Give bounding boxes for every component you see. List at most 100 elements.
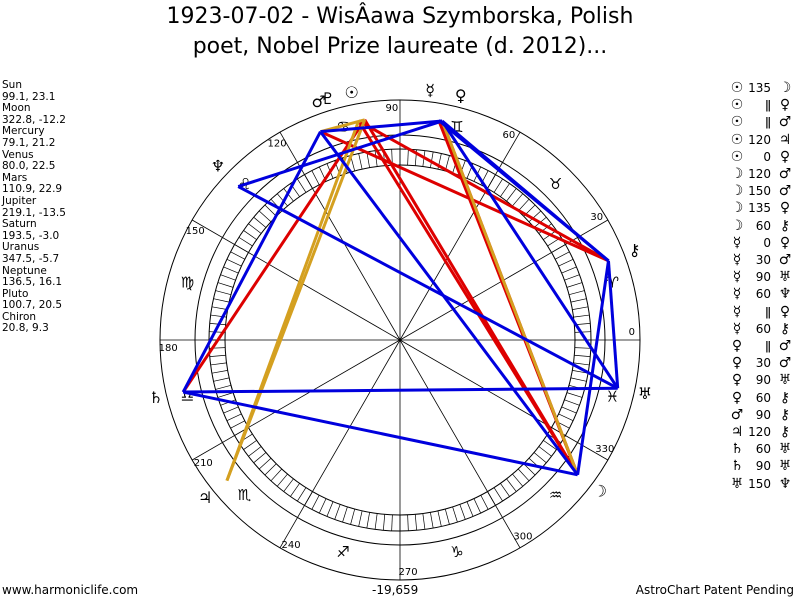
degree-tick bbox=[430, 512, 434, 529]
degree-label: 60 bbox=[503, 130, 516, 141]
aspect-row: ☽ 120 ♂ bbox=[727, 166, 795, 183]
aspect-planet-2-icon: ♂ bbox=[778, 252, 792, 269]
degree-tick bbox=[506, 188, 517, 202]
division-line bbox=[399, 339, 521, 549]
aspect-row: ♀ 60 ⚷ bbox=[727, 390, 795, 407]
degree-tick bbox=[350, 508, 356, 525]
degree-label: 270 bbox=[399, 567, 418, 578]
aspect-line bbox=[237, 119, 443, 188]
aspect-planet-2-icon: ♀ bbox=[779, 234, 791, 251]
planet-values-moon: 322.8, -12.2 bbox=[2, 113, 66, 126]
degree-tick bbox=[437, 510, 442, 527]
aspect-angle: 0 bbox=[763, 149, 771, 164]
aspect-angle: ǁ bbox=[765, 98, 771, 113]
aspect-planet-1-icon: ☿ bbox=[732, 252, 742, 269]
planet-values-pluto: 100.7, 20.5 bbox=[2, 299, 63, 312]
planet-values-saturn: 193.5, -3.0 bbox=[2, 229, 60, 242]
aspect-angle: ǁ bbox=[765, 339, 771, 354]
aspect-planet-1-icon: ☽ bbox=[730, 166, 744, 183]
degree-tick bbox=[466, 501, 474, 517]
degree-tick bbox=[564, 399, 580, 406]
degree-tick bbox=[243, 440, 257, 450]
zodiac-sign-icon: ♍ bbox=[181, 274, 194, 292]
aspect-planet-1-icon: ☉ bbox=[730, 114, 744, 131]
degree-tick bbox=[213, 298, 230, 303]
aspect-row: ☽ 60 ⚷ bbox=[727, 218, 795, 235]
aspect-line bbox=[320, 119, 443, 134]
aspect-angle: 90 bbox=[755, 407, 771, 422]
degree-tick bbox=[558, 258, 574, 267]
planet-name-moon: Moon bbox=[2, 102, 31, 115]
aspect-planet-1-icon: ♀ bbox=[731, 338, 743, 355]
degree-tick bbox=[297, 178, 307, 193]
aspect-angle: 60 bbox=[755, 218, 771, 233]
degree-tick bbox=[574, 331, 591, 333]
planet-values-jupiter: 219.1, -13.5 bbox=[2, 206, 66, 219]
aspect-planet-1-icon: ☿ bbox=[732, 320, 742, 337]
aspect-planet-1-icon: ♂ bbox=[730, 406, 744, 423]
degree-label: 30 bbox=[590, 212, 603, 223]
degree-tick bbox=[452, 506, 458, 523]
degree-tick bbox=[215, 384, 232, 390]
degree-tick bbox=[566, 282, 583, 288]
degree-tick bbox=[564, 274, 580, 281]
degree-tick bbox=[248, 223, 262, 234]
aspect-angle: 30 bbox=[755, 253, 771, 268]
aspect-line bbox=[182, 390, 578, 477]
aspect-angle: 60 bbox=[755, 287, 771, 302]
aspect-angle: 90 bbox=[755, 373, 771, 388]
aspect-planet-1-icon: ♀ bbox=[731, 355, 743, 372]
degree-tick bbox=[444, 508, 450, 525]
planet-mercury-icon: ☿ bbox=[425, 80, 435, 99]
planet-name-mars: Mars bbox=[2, 171, 28, 184]
aspect-line bbox=[181, 118, 366, 393]
degree-tick bbox=[211, 370, 228, 374]
aspect-planet-2-icon: ♂ bbox=[778, 114, 792, 131]
degree-tick bbox=[264, 204, 277, 217]
degree-tick bbox=[570, 377, 587, 382]
aspect-planet-1-icon: ☿ bbox=[732, 269, 742, 286]
zodiac-sign-icon: ♒ bbox=[549, 486, 562, 504]
aspect-angle: 120 bbox=[748, 425, 771, 440]
degree-tick bbox=[473, 498, 482, 514]
degree-label: 330 bbox=[595, 444, 614, 455]
degree-tick bbox=[209, 354, 226, 357]
planet-name-saturn: Saturn bbox=[2, 218, 37, 231]
aspect-row: ☉ ǁ ♂ bbox=[727, 114, 795, 131]
zodiac-sign-icon: ♈ bbox=[606, 274, 619, 292]
zodiac-sign-icon: ♉ bbox=[549, 175, 562, 193]
aspect-planet-1-icon: ♅ bbox=[730, 475, 744, 492]
degree-tick bbox=[342, 506, 348, 523]
degree-tick bbox=[374, 150, 378, 167]
aspect-row: ♀ ǁ ♂ bbox=[727, 338, 795, 355]
aspect-angle: 120 bbox=[748, 167, 771, 182]
planet-values-sun: 99.1, 23.1 bbox=[2, 90, 56, 103]
aspect-angle: 135 bbox=[748, 81, 771, 95]
aspect-row: ♄ 90 ♅ bbox=[727, 458, 795, 475]
aspect-row: ♀ 90 ♅ bbox=[727, 372, 795, 389]
degree-tick bbox=[555, 251, 570, 260]
planet-name-pluto: Pluto bbox=[2, 287, 29, 300]
aspect-row: ☉ 135 ☽ bbox=[727, 80, 795, 97]
aspect-planet-2-icon: ♂ bbox=[778, 338, 792, 355]
aspect-angle: 135 bbox=[748, 201, 771, 216]
degree-tick bbox=[243, 230, 257, 240]
aspect-planet-2-icon: ♆ bbox=[778, 475, 792, 492]
degree-tick bbox=[215, 290, 232, 296]
degree-tick bbox=[558, 413, 574, 422]
degree-tick bbox=[253, 452, 267, 464]
planet-saturn-icon: ♄ bbox=[149, 388, 163, 407]
footer-credit: AstroChart Patent Pending bbox=[635, 583, 794, 597]
footer-website: www.harmoniclife.com bbox=[2, 583, 139, 597]
aspect-planet-1-icon: ☽ bbox=[730, 183, 744, 200]
degree-tick bbox=[334, 504, 341, 520]
degree-label: 150 bbox=[186, 226, 205, 237]
aspect-planet-2-icon: ♃ bbox=[778, 131, 792, 148]
aspect-planet-2-icon: ⚷ bbox=[779, 320, 791, 337]
aspect-angle: 90 bbox=[755, 270, 771, 285]
degree-tick bbox=[283, 478, 294, 492]
degree-tick bbox=[264, 463, 277, 476]
degree-tick bbox=[223, 406, 239, 414]
degree-label: 90 bbox=[386, 103, 399, 114]
